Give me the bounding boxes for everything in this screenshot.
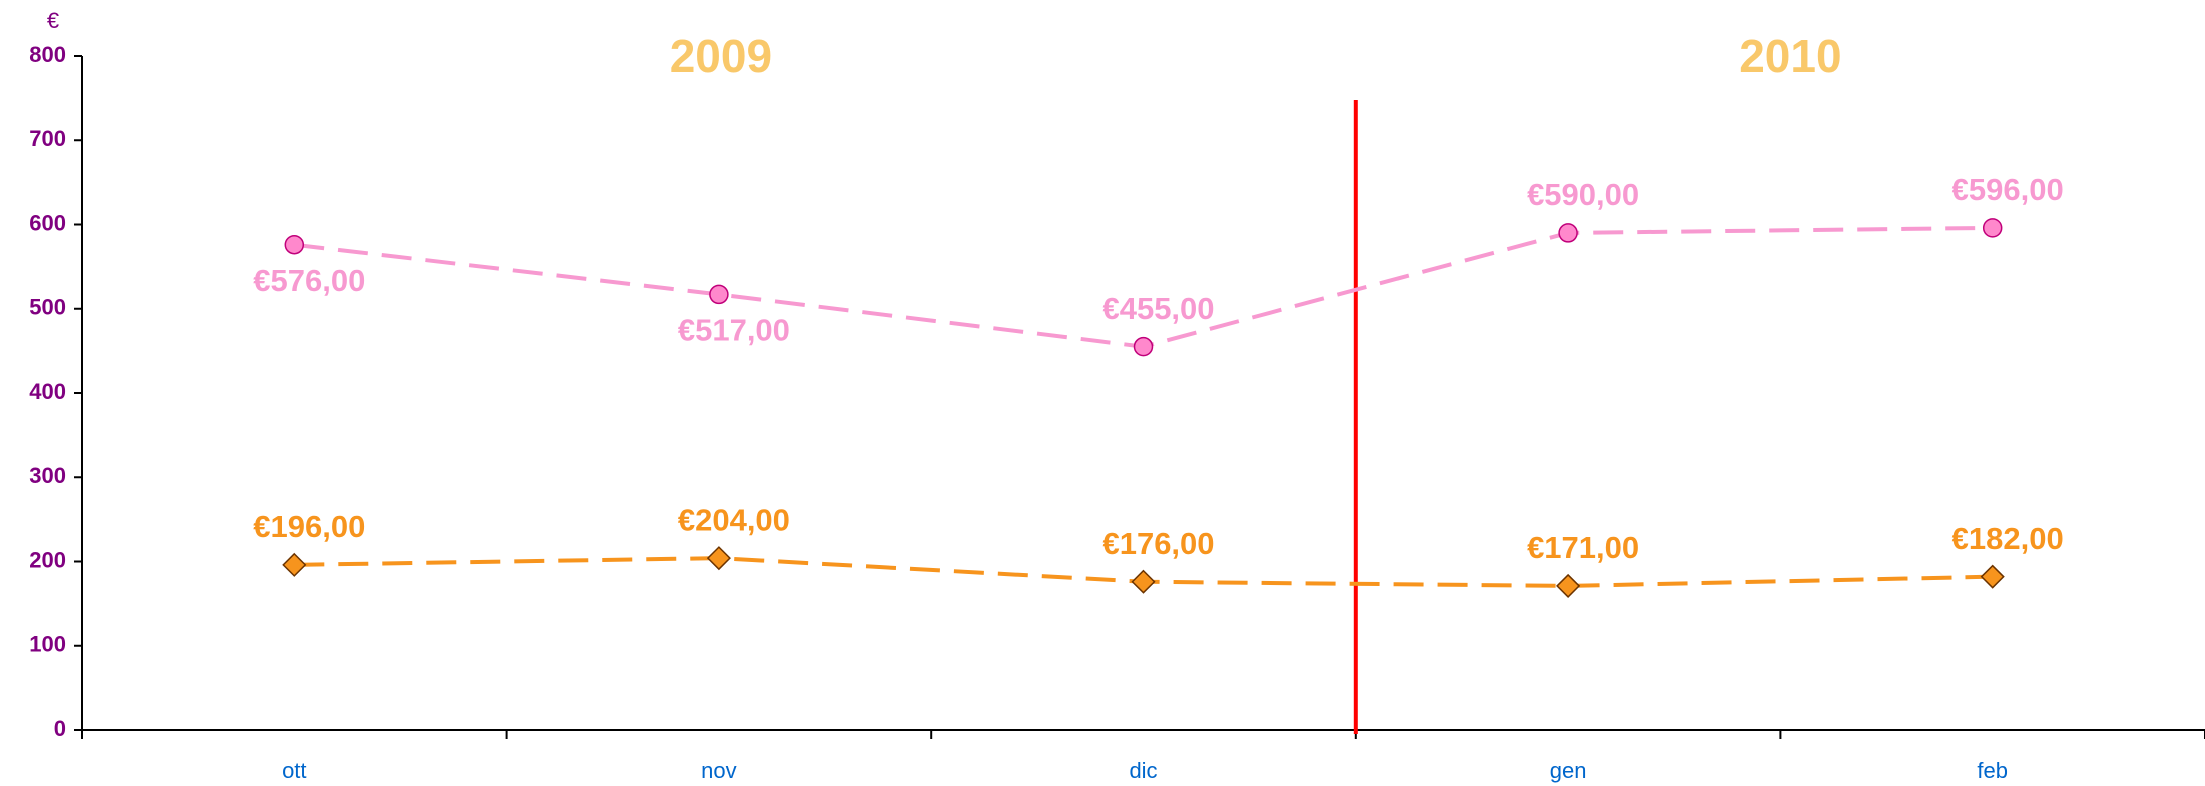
year-label: 2010: [1739, 30, 1841, 82]
value-label: €182,00: [1952, 521, 2064, 556]
value-label: €196,00: [253, 509, 365, 544]
y-tick-label: 700: [29, 126, 66, 151]
series-line: [294, 225, 1993, 349]
marker: [1980, 564, 2005, 589]
y-tick-label: 600: [29, 210, 66, 235]
x-tick-label: ott: [282, 758, 306, 783]
value-label: €517,00: [678, 313, 790, 348]
marker: [1556, 573, 1581, 598]
value-label: €176,00: [1102, 526, 1214, 561]
y-tick-label: 400: [29, 379, 66, 404]
y-tick-label: 0: [54, 716, 66, 741]
value-label: €171,00: [1527, 530, 1639, 565]
x-tick-label: dic: [1129, 758, 1157, 783]
x-tick-label: gen: [1550, 758, 1587, 783]
y-tick-label: 500: [29, 295, 66, 320]
marker: [284, 234, 305, 255]
marker: [1131, 569, 1156, 594]
value-label: €576,00: [253, 263, 365, 298]
y-tick-label: 100: [29, 632, 66, 657]
value-label: €590,00: [1527, 177, 1639, 212]
year-label: 2009: [670, 30, 772, 82]
y-tick-label: 300: [29, 463, 66, 488]
value-label: €204,00: [678, 502, 790, 537]
marker: [706, 546, 731, 571]
value-label: €596,00: [1952, 172, 2064, 207]
marker: [282, 552, 307, 577]
value-label: €455,00: [1102, 291, 1214, 326]
y-tick-label: 800: [29, 42, 66, 67]
marker: [1982, 218, 2003, 238]
y-unit: €: [47, 8, 59, 33]
y-tick-label: 200: [29, 547, 66, 572]
marker: [709, 284, 729, 305]
x-tick-label: nov: [701, 758, 736, 783]
marker: [1133, 336, 1154, 357]
marker: [1558, 223, 1578, 243]
x-tick-label: feb: [1977, 758, 2008, 783]
